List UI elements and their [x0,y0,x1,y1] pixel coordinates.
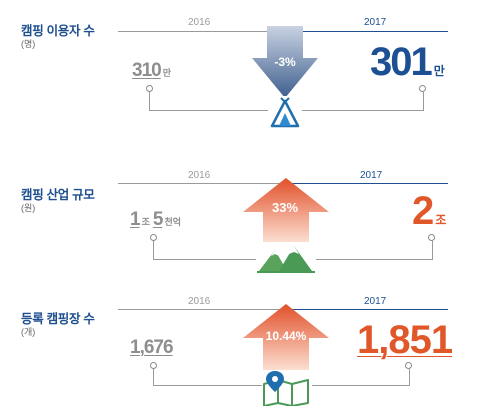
value-2016: 1 조 5 천억 [130,209,181,231]
connector-dot-left [150,234,157,241]
section-title: 등록 캠핑장 수 [21,312,95,326]
section-unit: (명) [21,39,36,49]
year-2017-label: 2017 [360,170,383,181]
tent-icon [268,96,302,130]
value-2016: 1,676 [130,337,174,359]
year-2016-label: 2016 [188,17,211,28]
section-title: 캠핑 이용자 수 [21,24,95,38]
value-2016-unit-2: 천억 [164,217,181,227]
section-campers: 캠핑 이용자 수 (명) 2016 2017 -3% 310 만 301 만 [0,0,487,140]
value-2016-number: 1,676 [130,337,174,358]
value-2017-number: 2 [412,189,434,233]
timeline-2017 [290,309,448,310]
connector-dot-right [419,85,426,92]
connector-dot-right [405,362,412,369]
timeline-2017 [290,31,448,32]
mountains-icon [256,242,316,274]
year-2017-label: 2017 [364,296,387,307]
timeline-2016 [118,31,290,32]
timeline-2016 [118,183,290,184]
value-2017: 1,851 [357,318,453,363]
value-2016-number: 310 [132,60,162,81]
up-arrow-icon [243,304,329,372]
section-unit: (원) [21,203,36,213]
year-2017-label: 2017 [364,17,387,28]
value-2017-number: 1,851 [357,318,453,362]
value-2017: 301 만 [370,40,445,85]
value-2016-number-1: 1 [130,209,141,230]
timeline-2016 [118,309,290,310]
map-pin-icon [262,370,312,406]
change-percent: 10.44% [265,329,307,343]
year-2016-label: 2016 [188,296,211,307]
up-arrow-icon [243,178,329,244]
down-arrow-icon [252,26,318,98]
timeline-2017 [290,183,448,184]
change-percent: 33% [271,200,299,215]
connector-dot-left [150,362,157,369]
connector-dot-right [428,234,435,241]
value-2016: 310 만 [132,60,171,82]
value-2016-number-2: 5 [152,209,164,230]
section-title: 캠핑 산업 규모 [21,188,95,202]
value-2016-unit: 만 [162,68,171,78]
value-2016-unit-1: 조 [141,217,150,227]
year-2016-label: 2016 [188,170,211,181]
value-2017-unit: 조 [435,213,447,227]
value-2017-unit: 만 [433,64,445,78]
section-unit: (개) [21,327,36,337]
value-2017-number: 301 [370,40,433,84]
connector-dot-left [146,85,153,92]
change-percent: -3% [274,55,296,69]
